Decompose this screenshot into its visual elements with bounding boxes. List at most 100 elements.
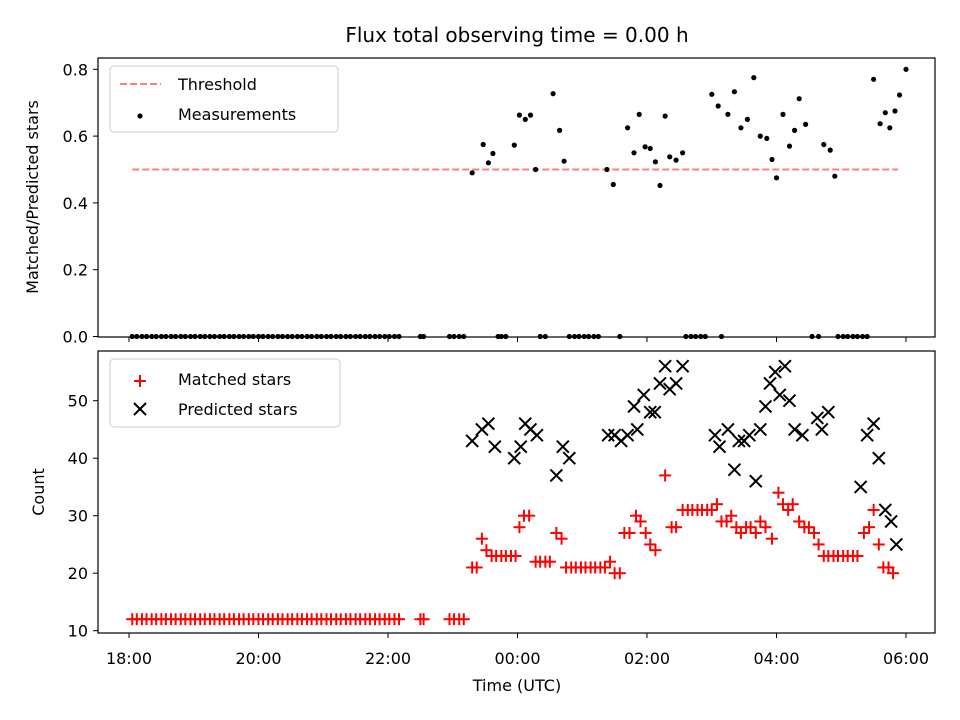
predicted-star-point (481, 416, 496, 431)
measurement-point (511, 142, 517, 148)
measurement-point (715, 103, 721, 109)
measurement-point (480, 141, 486, 148)
top-y-axis-label: Matched/Predicted stars (23, 100, 42, 294)
measurement-point (903, 66, 909, 72)
measurement-point (662, 113, 668, 119)
top-y-tick-label: 0.4 (63, 194, 88, 213)
top-legend-frame (109, 65, 339, 133)
matched-star-point (857, 526, 870, 539)
matched-star-point (793, 515, 806, 528)
x-tick-label: 22:00 (365, 649, 411, 668)
matched-star-point (772, 486, 785, 499)
measurement-point (731, 89, 738, 95)
matched-star-point (613, 567, 626, 580)
predicted-star-point (773, 388, 787, 402)
measurement-point (725, 111, 731, 117)
measurement-point (557, 127, 563, 133)
predicted-star-point (675, 359, 690, 373)
matched-star-point (808, 526, 821, 539)
measurement-point (485, 160, 491, 166)
measurement-point (738, 125, 744, 131)
matched-star-point (851, 549, 864, 562)
predicted-star-point (627, 399, 641, 414)
matched-star-point (457, 613, 470, 626)
bottom-y-ticks: 10 20 30 40 50 (68, 392, 98, 641)
predicted-star-point (853, 480, 868, 494)
matched-star-point (644, 538, 657, 551)
bottom-panel: 10 20 30 40 50 18:00 20:00 22:00 00:00 02:00 04:0… (29, 350, 936, 695)
measurement-point (773, 175, 780, 181)
predicted-star-point (758, 399, 773, 414)
x-tick-label: 02:00 (624, 649, 670, 668)
predicted-star-point (768, 365, 782, 379)
measurement-point (709, 91, 715, 97)
predicted-star-point (727, 462, 742, 477)
predicted-star-point (795, 428, 810, 442)
bottom-y-tick-label: 30 (68, 507, 88, 526)
predicted-star-point (778, 359, 792, 373)
matched-star-point (649, 544, 662, 557)
predicted-star-point (782, 393, 797, 408)
measurement-point (786, 143, 793, 149)
matched-star-point (639, 526, 652, 539)
measurement-point (882, 110, 888, 116)
predicted-star-point (601, 428, 615, 442)
measurement-point (796, 96, 802, 102)
measurement-point (821, 141, 827, 148)
measurement-point (527, 112, 534, 118)
legend-measurements-swatch (137, 113, 143, 119)
measurement-point (892, 108, 898, 114)
legend-predicted-swatch (133, 402, 147, 416)
legend-threshold-label: Threshold (177, 75, 257, 94)
predicted-star-point (815, 422, 829, 437)
predicted-star-point (878, 503, 892, 517)
predicted-star-point (753, 422, 768, 437)
bottom-y-tick-label: 10 (68, 622, 88, 641)
legend-predicted-label: Predicted stars (178, 400, 298, 419)
predicted-star-point (648, 405, 662, 419)
measurement-point (769, 156, 775, 163)
top-x-ticks (128, 337, 907, 342)
measurement-point (516, 112, 523, 118)
bottom-y-tick-label: 50 (68, 392, 88, 411)
predicted-star-point (556, 439, 570, 454)
x-tick-label: 04:00 (753, 649, 799, 668)
measurement-point (764, 135, 770, 141)
measurement-point (642, 144, 648, 150)
x-tick-label: 00:00 (494, 649, 540, 668)
matched-star-point (765, 532, 778, 545)
measurement-point (533, 166, 539, 173)
matched-star-point (670, 521, 683, 534)
matched-star-point (598, 561, 611, 574)
predicted-star-point (653, 376, 667, 391)
matched-star-point (470, 561, 483, 574)
measurement-point (877, 121, 883, 127)
predicted-star-point (787, 422, 802, 437)
matched-star-point (513, 521, 526, 534)
matched-star-point (475, 532, 488, 545)
predicted-star-point (721, 422, 735, 437)
predicted-star-point (549, 468, 564, 483)
measurement-point (751, 75, 757, 81)
matched-star-point (555, 532, 568, 545)
matched-star-point (705, 503, 718, 516)
legend-matched-swatch (134, 375, 146, 387)
measurement-point (610, 181, 616, 188)
predicted-star-point (465, 434, 479, 448)
predicted-star-point (860, 428, 874, 442)
bottom-plot-layer (126, 359, 903, 626)
predicted-star-point (732, 434, 746, 448)
measurement-point (803, 121, 809, 127)
predicted-star-point (749, 474, 763, 488)
measurement-point (657, 182, 663, 189)
matched-star-point (863, 521, 876, 534)
predicted-star-point (742, 428, 757, 442)
predicted-star-point (488, 439, 502, 454)
measurement-point (673, 157, 679, 163)
measurement-point (490, 150, 496, 157)
top-y-tick-label: 0.0 (63, 328, 88, 347)
measurement-point (652, 159, 659, 165)
matched-star-point (543, 555, 556, 568)
predicted-star-point (810, 411, 824, 425)
